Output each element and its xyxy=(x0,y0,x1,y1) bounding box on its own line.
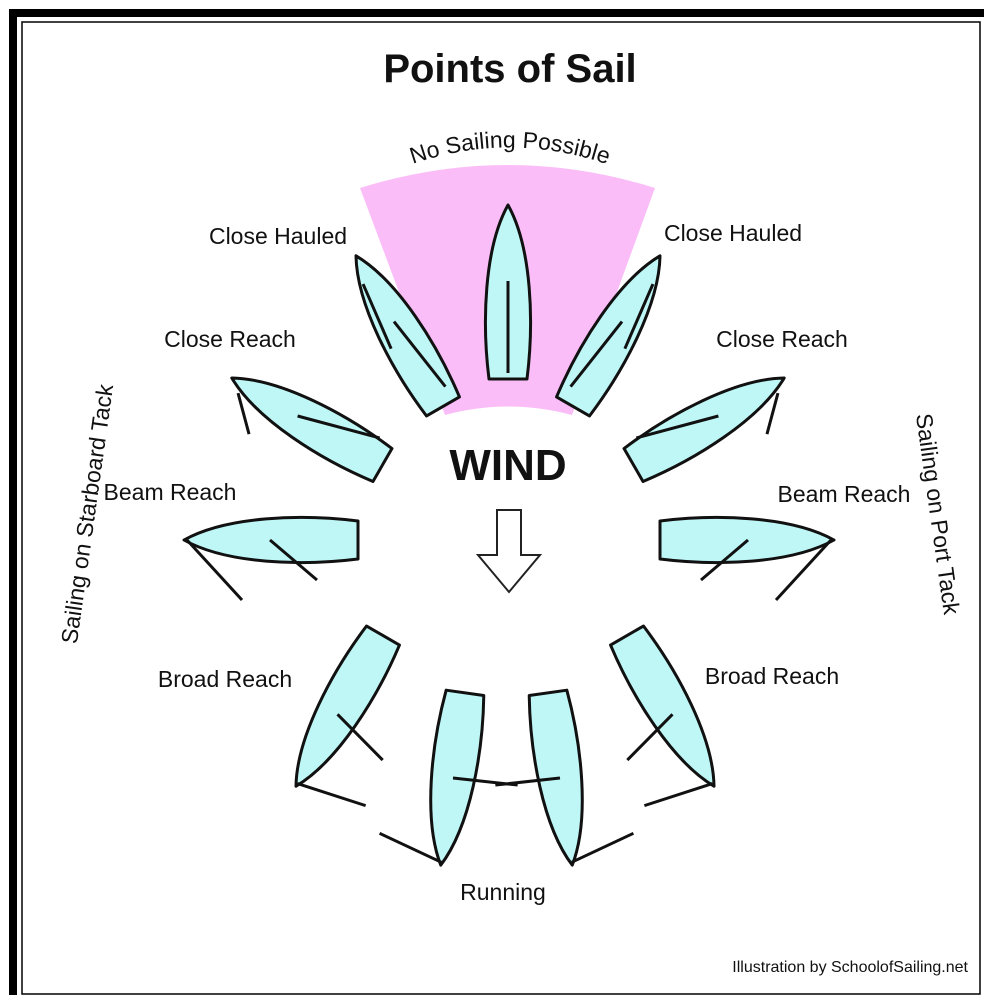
label-right: Close Hauled xyxy=(664,220,802,246)
credit: Illustration by SchoolofSailing.net xyxy=(732,959,968,976)
label-right: Beam Reach xyxy=(778,481,911,507)
label-left: Broad Reach xyxy=(158,666,292,692)
label-left: Close Hauled xyxy=(209,223,347,249)
diagram: Points of Sail No Sailing Possible WIND … xyxy=(0,0,984,995)
running-label: Running xyxy=(460,879,546,905)
label-left: Beam Reach xyxy=(104,479,237,505)
label-left: Close Reach xyxy=(164,326,296,352)
label-right: Close Reach xyxy=(716,326,848,352)
title: Points of Sail xyxy=(383,47,636,91)
wind-label: WIND xyxy=(449,441,566,490)
label-right: Broad Reach xyxy=(705,663,839,689)
